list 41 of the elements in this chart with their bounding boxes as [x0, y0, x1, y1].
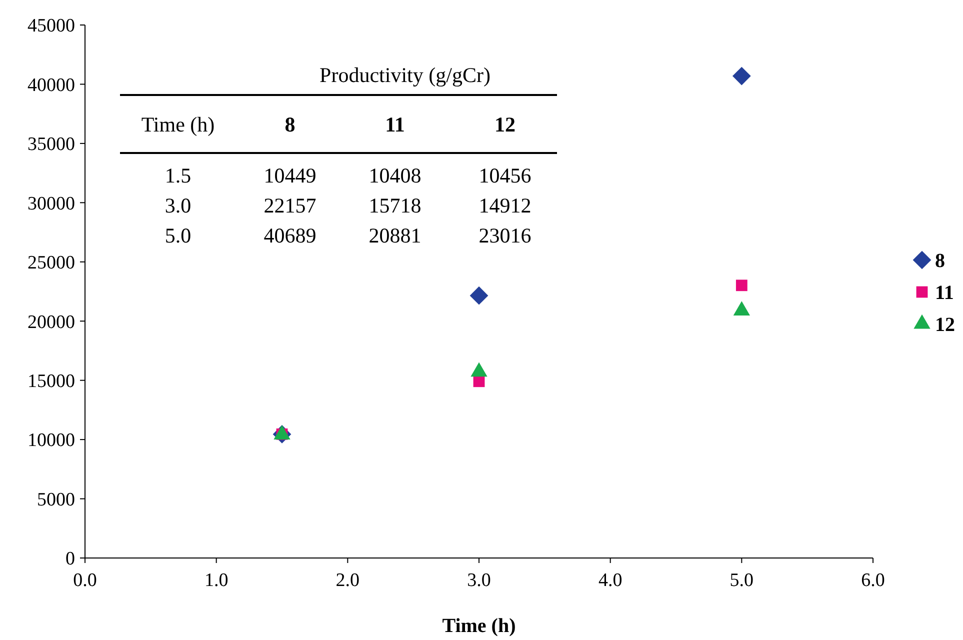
annotation: 14912: [478, 193, 532, 218]
x-tick-label: 2.0: [336, 570, 360, 591]
x-tick-label: 3.0: [467, 570, 491, 591]
annotation: 8: [284, 112, 296, 136]
annotation: 5.0: [164, 223, 192, 248]
legend-label: 8: [935, 250, 945, 272]
annotation: 10456: [478, 163, 532, 188]
legend-label: 11: [935, 282, 954, 304]
annotation: 23016: [478, 223, 532, 248]
annotation: 1.5: [164, 163, 192, 188]
annotation: 40689: [264, 223, 316, 248]
y-tick-label: 25000: [28, 252, 75, 274]
annotation: Productivity (g/gCr): [320, 63, 490, 87]
annotation: 15718: [368, 193, 422, 218]
x-tick-label: 1.0: [204, 570, 228, 591]
point: [736, 280, 748, 292]
y-tick-label: 5000: [37, 489, 75, 510]
legend-label: 12: [935, 314, 955, 336]
y-tick-label: 20000: [28, 312, 75, 333]
annotation: 10449: [264, 163, 316, 188]
x-tick-label: 5.0: [730, 570, 754, 591]
x-axis-title: Time (h): [442, 615, 516, 637]
y-tick-label: 10000: [28, 430, 75, 452]
annotation: 11: [385, 112, 405, 136]
x-tick-label: 6.0: [861, 570, 885, 591]
annotation: 20881: [368, 223, 422, 248]
annotation: 22157: [264, 193, 316, 218]
x-tick-label: 0.0: [73, 570, 97, 591]
y-tick-label: 0: [66, 548, 75, 570]
x-tick-label: 4.0: [598, 570, 622, 591]
annotation: Time (h): [141, 112, 215, 136]
y-tick-label: 40000: [28, 74, 75, 96]
y-tick-label: 15000: [28, 370, 75, 392]
y-tick-label: 35000: [28, 134, 75, 156]
annotation: 3.0: [164, 193, 192, 218]
point: [470, 286, 488, 305]
point: [732, 66, 751, 86]
y-tick-label: 30000: [28, 193, 75, 214]
y-tick-label: 45000: [28, 16, 75, 37]
annotation: 10408: [368, 163, 422, 188]
annotation: 12: [494, 112, 516, 136]
